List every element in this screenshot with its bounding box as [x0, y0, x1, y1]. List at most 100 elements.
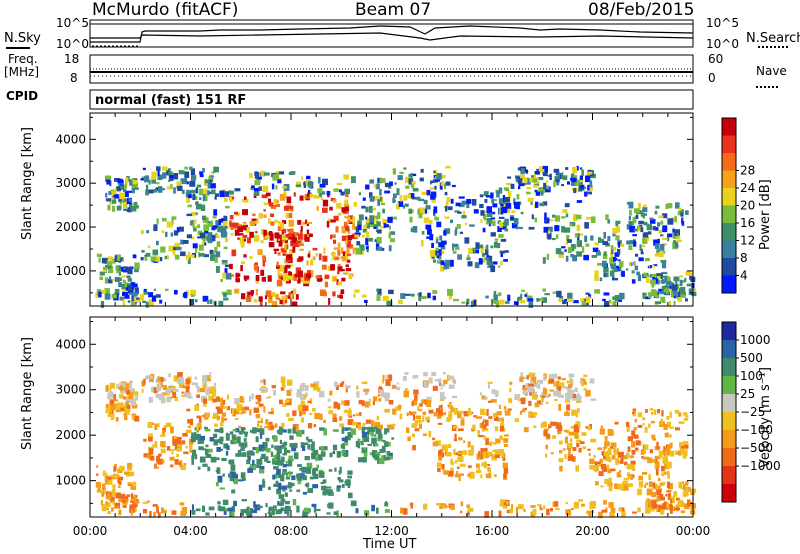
- echo-cell: [575, 410, 579, 418]
- echo-cell: [328, 298, 331, 305]
- y-tick-label: 4000: [55, 132, 86, 146]
- echo-cell: [229, 196, 233, 203]
- echo-cell: [488, 441, 494, 444]
- echo-cell: [107, 204, 111, 211]
- echo-cell: [642, 212, 645, 219]
- echo-cell: [492, 203, 498, 208]
- echo-cell: [372, 396, 378, 402]
- echo-cell: [159, 377, 164, 382]
- echo-cell: [570, 426, 575, 429]
- echo-cell: [118, 394, 124, 399]
- echo-cell: [674, 507, 680, 511]
- echo-cell: [477, 430, 480, 437]
- echo-cell: [440, 240, 447, 245]
- colorbar-tick-label: 25: [740, 387, 755, 401]
- echo-cell: [591, 255, 598, 258]
- echo-cell: [676, 239, 682, 243]
- echo-cell: [655, 290, 658, 295]
- echo-cell: [677, 291, 681, 298]
- echo-cell: [642, 238, 648, 244]
- echo-cell: [510, 183, 515, 189]
- echo-cell: [649, 265, 652, 269]
- echo-cell: [632, 411, 635, 414]
- echo-cell: [142, 501, 149, 504]
- echo-cell: [111, 491, 116, 497]
- echo-cell: [114, 463, 117, 469]
- echo-cell: [482, 412, 487, 416]
- echo-cell: [285, 476, 290, 480]
- echo-cell: [669, 504, 673, 511]
- echo-cell: [661, 410, 664, 417]
- echo-cell: [369, 206, 373, 213]
- echo-cell: [281, 499, 286, 502]
- echo-cell: [169, 184, 173, 190]
- echo-cell: [595, 481, 599, 486]
- echo-cell: [472, 248, 475, 254]
- echo-cell: [275, 293, 279, 299]
- echo-cell: [172, 441, 177, 446]
- echo-cell: [274, 219, 278, 223]
- echo-cell: [497, 226, 502, 232]
- echo-cell: [252, 427, 257, 434]
- echo-cell: [185, 445, 188, 449]
- echo-cell: [276, 261, 279, 267]
- echo-cell: [464, 222, 468, 225]
- colorbar-tick-label: 100: [740, 369, 763, 383]
- echo-cell: [306, 482, 310, 488]
- echo-cell: [357, 442, 360, 449]
- echo-cell: [215, 251, 221, 258]
- echo-cell: [485, 195, 492, 198]
- echo-cell: [610, 245, 614, 252]
- echo-cell: [326, 221, 330, 228]
- echo-cell: [617, 248, 621, 255]
- echo-cell: [627, 475, 633, 479]
- echo-cell: [251, 185, 255, 188]
- echo-cell: [658, 251, 664, 258]
- echo-cell: [461, 301, 466, 304]
- echo-cell: [568, 431, 574, 436]
- echo-cell: [377, 433, 383, 439]
- echo-cell: [622, 481, 628, 487]
- echo-cell: [292, 410, 297, 417]
- echo-cell: [213, 300, 217, 306]
- echo-cell: [277, 473, 281, 479]
- colorbar-tick-label: 4: [740, 269, 748, 283]
- echo-cell: [159, 257, 163, 262]
- colorbar-segment: [722, 358, 736, 377]
- echo-cell: [414, 394, 418, 401]
- echo-cell: [405, 185, 410, 189]
- echo-cell: [446, 417, 451, 422]
- echo-cell: [671, 284, 678, 291]
- echo-cell: [205, 190, 210, 196]
- echo-cell: [347, 419, 354, 426]
- echo-cell: [225, 432, 229, 440]
- echo-cell: [323, 247, 326, 255]
- echo-cell: [547, 174, 550, 177]
- echo-cell: [565, 509, 571, 515]
- echo-cell: [258, 186, 262, 191]
- echo-cell: [669, 426, 674, 429]
- echo-cell: [645, 506, 651, 514]
- echo-cell: [262, 185, 269, 192]
- echo-cell: [576, 408, 580, 413]
- echo-cell: [600, 463, 607, 470]
- echo-cell: [265, 503, 268, 508]
- echo-cell: [187, 425, 191, 428]
- echo-cell: [423, 381, 428, 388]
- echo-cell: [242, 234, 248, 238]
- echo-cell: [176, 447, 182, 452]
- echo-cell: [655, 458, 658, 464]
- echo-cell: [503, 222, 508, 227]
- echo-cell: [189, 298, 195, 306]
- echo-cell: [379, 449, 383, 453]
- echo-cell: [270, 451, 274, 457]
- echo-cell: [118, 272, 122, 276]
- echo-cell: [376, 221, 381, 227]
- echo-cell: [296, 476, 303, 481]
- x-tick-label: 00:00: [73, 524, 108, 538]
- echo-cell: [134, 205, 139, 209]
- echo-cell: [635, 214, 639, 219]
- echo-cell: [340, 256, 346, 260]
- echo-cell: [365, 216, 368, 220]
- echo-cell: [412, 445, 416, 451]
